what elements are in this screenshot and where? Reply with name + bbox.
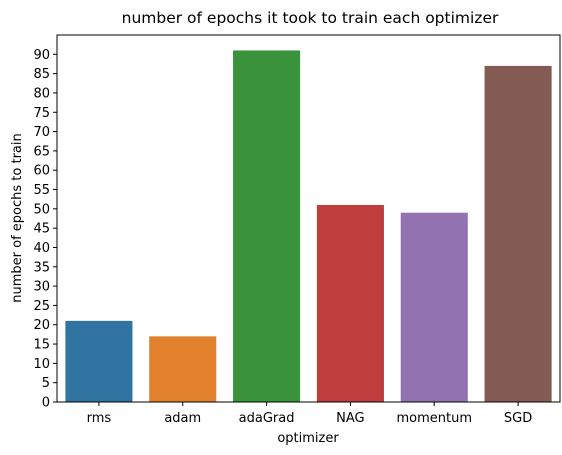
y-axis: 0 5 10 15 20 25 30 35 40 45 50 55 60 65 70 75 80 85 90 xyxy=(33,48,57,411)
bar-adam xyxy=(149,336,216,402)
y-tick-label: 55 xyxy=(33,183,50,198)
y-tick-label: 15 xyxy=(33,338,50,353)
y-tick-label: 50 xyxy=(33,202,50,217)
x-tick-label: rms xyxy=(87,411,112,426)
y-tick-label: 65 xyxy=(33,144,50,159)
y-tick-label: 30 xyxy=(33,280,50,295)
y-tick-label: 40 xyxy=(33,241,50,256)
bars-layer xyxy=(65,50,551,402)
x-tick-label: NAG xyxy=(336,411,364,426)
y-tick-label: 20 xyxy=(33,318,50,333)
y-tick-label: 75 xyxy=(33,106,50,121)
bar-momentum xyxy=(401,213,468,402)
y-tick-label: 70 xyxy=(33,125,50,140)
y-tick-label: 90 xyxy=(33,48,50,63)
x-axis: rms adam adaGrad NAG momentum SGD xyxy=(87,402,533,426)
chart-title: number of epochs it took to train each o… xyxy=(122,9,499,27)
x-tick-label: adaGrad xyxy=(239,411,295,426)
bar-rms xyxy=(65,321,132,402)
x-tick-label: SGD xyxy=(504,411,532,426)
y-tick-label: 85 xyxy=(33,67,50,82)
y-tick-label: 10 xyxy=(33,357,50,372)
bar-nag xyxy=(317,205,384,402)
bar-adagrad xyxy=(233,50,300,402)
x-tick-label: momentum xyxy=(396,411,472,426)
bar-sgd xyxy=(485,66,552,402)
y-tick-label: 0 xyxy=(42,396,50,411)
x-tick-label: adam xyxy=(164,411,201,426)
x-axis-label: optimizer xyxy=(277,431,339,446)
y-tick-label: 60 xyxy=(33,164,50,179)
y-tick-label: 35 xyxy=(33,260,50,275)
y-tick-label: 45 xyxy=(33,222,50,237)
y-tick-label: 5 xyxy=(42,376,50,391)
y-tick-label: 80 xyxy=(33,86,50,101)
y-tick-label: 25 xyxy=(33,299,50,314)
y-axis-label: number of epochs to train xyxy=(10,133,25,302)
